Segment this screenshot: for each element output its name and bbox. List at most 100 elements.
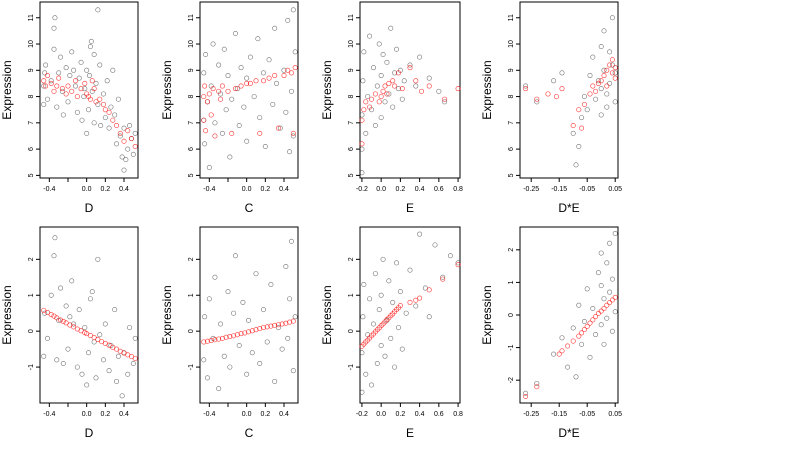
y-axis-title: Expression bbox=[480, 60, 494, 119]
observed-point bbox=[609, 328, 615, 334]
y-tick-label: 2 bbox=[508, 248, 515, 252]
x-tick-label: -0.25 bbox=[523, 186, 539, 193]
observed-point bbox=[91, 120, 97, 126]
observed-point bbox=[41, 83, 47, 89]
observed-point bbox=[112, 112, 118, 118]
fitted-point bbox=[607, 62, 613, 68]
y-tick-label: 0 bbox=[188, 329, 195, 333]
observed-point bbox=[264, 339, 270, 345]
x-tick-label: 0.6 bbox=[434, 411, 444, 418]
observed-point bbox=[285, 17, 291, 23]
observed-point bbox=[417, 54, 423, 60]
observed-point bbox=[95, 101, 101, 107]
observed-point bbox=[426, 314, 432, 320]
fitted-point bbox=[48, 312, 54, 318]
x-tick-label: -0.4 bbox=[43, 186, 55, 193]
x-tick-label: -0.4 bbox=[203, 186, 215, 193]
y-tick-label: 1 bbox=[508, 280, 515, 284]
fitted-point bbox=[369, 96, 375, 102]
fitted-point bbox=[407, 65, 413, 71]
observed-point bbox=[290, 7, 296, 13]
observed-point bbox=[576, 143, 582, 149]
observed-point bbox=[48, 292, 54, 298]
observed-point bbox=[229, 96, 235, 102]
y-tick-label: 11 bbox=[348, 14, 355, 21]
fitted-point bbox=[395, 70, 401, 76]
observed-point bbox=[378, 292, 384, 298]
observed-point bbox=[108, 343, 114, 349]
observed-point bbox=[292, 49, 298, 55]
observed-point bbox=[257, 360, 263, 366]
fitted-point bbox=[272, 322, 278, 328]
y-tick-label: 7 bbox=[188, 121, 195, 125]
x-axis-title: C bbox=[245, 426, 254, 440]
y-tick-label: 11 bbox=[28, 14, 35, 21]
observed-point bbox=[534, 99, 540, 105]
observed-point bbox=[130, 360, 136, 366]
x-axis-title: D*E bbox=[558, 201, 579, 215]
fitted-point bbox=[593, 314, 599, 320]
observed-point bbox=[42, 70, 48, 76]
observed-point bbox=[609, 276, 615, 282]
observed-point bbox=[202, 314, 208, 320]
fitted-point bbox=[442, 96, 448, 102]
observed-point bbox=[579, 341, 585, 347]
observed-point bbox=[595, 270, 601, 276]
observed-point bbox=[231, 310, 237, 316]
observed-point bbox=[227, 364, 233, 370]
fitted-point bbox=[399, 86, 405, 92]
y-tick-label: 10 bbox=[188, 40, 195, 48]
fitted-point bbox=[41, 307, 47, 313]
observed-point bbox=[378, 73, 384, 79]
observed-point bbox=[119, 154, 125, 160]
observed-point bbox=[590, 305, 596, 311]
observed-point bbox=[56, 70, 62, 76]
fitted-point bbox=[584, 323, 590, 329]
fitted-point bbox=[292, 65, 298, 71]
observed-point bbox=[367, 296, 373, 302]
observed-point bbox=[426, 75, 432, 81]
fitted-point bbox=[202, 83, 208, 89]
fitted-point bbox=[440, 276, 446, 282]
observed-point bbox=[551, 351, 557, 357]
plot-frame bbox=[39, 226, 139, 404]
fitted-point bbox=[95, 336, 101, 342]
observed-point bbox=[272, 25, 278, 31]
fitted-point bbox=[219, 83, 225, 89]
observed-point bbox=[272, 378, 278, 384]
observed-point bbox=[360, 78, 366, 84]
observed-point bbox=[612, 231, 618, 237]
observed-point bbox=[59, 88, 65, 94]
observed-point bbox=[370, 65, 376, 71]
x-tick-label: 0.4 bbox=[279, 186, 289, 193]
y-axis-title: Expression bbox=[160, 285, 174, 344]
x-axis-title: D*E bbox=[558, 426, 579, 440]
observed-point bbox=[607, 80, 613, 86]
fitted-point bbox=[201, 117, 207, 123]
x-tick-label: 0.0 bbox=[82, 411, 92, 418]
observed-point bbox=[382, 353, 388, 359]
fitted-point bbox=[380, 88, 386, 94]
x-tick-label: 0.05 bbox=[608, 411, 622, 418]
observed-point bbox=[42, 310, 48, 316]
fitted-point bbox=[378, 94, 384, 100]
observed-point bbox=[285, 335, 291, 341]
x-axis-title: D bbox=[85, 201, 94, 215]
fitted-point bbox=[290, 318, 296, 324]
fitted-point bbox=[212, 337, 218, 343]
fitted-point bbox=[247, 80, 253, 86]
y-tick-label: 1 bbox=[348, 293, 355, 297]
fitted-point bbox=[257, 326, 263, 332]
fitted-point bbox=[74, 94, 80, 100]
observed-point bbox=[386, 278, 392, 284]
observed-point bbox=[551, 78, 557, 84]
y-tick-label: 2 bbox=[188, 257, 195, 261]
fitted-point bbox=[206, 91, 212, 97]
observed-point bbox=[367, 33, 373, 39]
observed-point bbox=[565, 364, 571, 370]
observed-point bbox=[132, 130, 138, 136]
fitted-point bbox=[288, 70, 294, 76]
y-tick-label: 6 bbox=[508, 147, 515, 151]
fitted-point bbox=[384, 91, 390, 97]
x-tick-label: 0.2 bbox=[260, 411, 270, 418]
